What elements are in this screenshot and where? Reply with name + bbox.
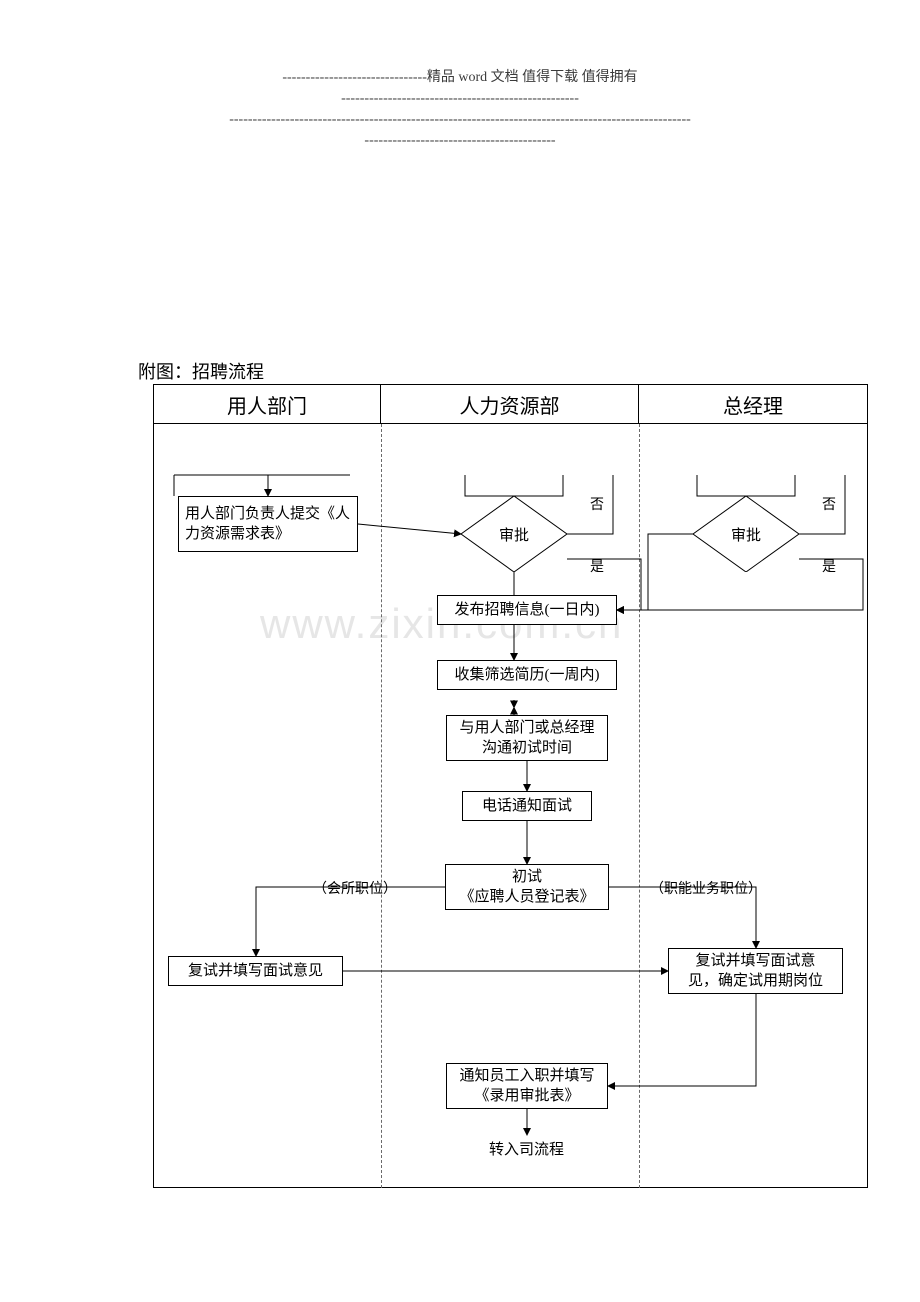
lane-divider-2 — [639, 424, 640, 1188]
label-no-1: 否 — [590, 494, 604, 514]
lane-header-dept: 用人部门 — [153, 384, 381, 424]
approve-gm-label: 审批 — [693, 524, 799, 545]
side-label-club: （会所职位） — [313, 878, 397, 898]
node-submit: 用人部门负责人提交《人力资源需求表》 — [178, 496, 358, 552]
lane-header-gm: 总经理 — [639, 384, 868, 424]
node-approve-hr: 审批 — [461, 496, 567, 572]
approve-hr-label: 审批 — [461, 524, 567, 545]
doc-header: -------------------------------精品 word 文… — [0, 67, 920, 151]
node-publish: 发布招聘信息(一日内) — [437, 595, 617, 625]
figure-caption: 附图：招聘流程 — [138, 358, 264, 384]
node-retest-dept: 复试并填写面试意见 — [168, 956, 343, 986]
side-label-func: （职能业务职位） — [650, 878, 762, 898]
node-retest-gm: 复试并填写面试意见，确定试用期岗位 — [668, 948, 843, 994]
node-collect: 收集筛选简历(一周内) — [437, 660, 617, 690]
label-yes-1: 是 — [590, 556, 604, 576]
node-first-interview: 初试《应聘人员登记表》 — [445, 864, 609, 910]
header-dashes-1: ------------------------------- — [282, 70, 427, 85]
lane-header-hr: 人力资源部 — [381, 384, 639, 424]
page: -------------------------------精品 word 文… — [0, 0, 920, 1302]
header-line-1: -------------------------------精品 word 文… — [0, 67, 920, 88]
node-notify-onboard: 通知员工入职并填写《录用审批表》 — [446, 1063, 608, 1109]
lane-divider-1 — [381, 424, 382, 1188]
node-discuss: 与用人部门或总经理沟通初试时间 — [446, 715, 608, 761]
node-approve-gm: 审批 — [693, 496, 799, 572]
header-line-4: ----------------------------------------… — [0, 130, 920, 151]
header-text: 精品 word 文档 值得下载 值得拥有 — [427, 70, 638, 85]
label-yes-2: 是 — [822, 556, 836, 576]
node-phone: 电话通知面试 — [462, 791, 592, 821]
header-line-3: ----------------------------------------… — [0, 109, 920, 130]
header-line-2: ----------------------------------------… — [0, 88, 920, 109]
node-transfer: 转入司流程 — [489, 1138, 564, 1159]
label-no-2: 否 — [822, 494, 836, 514]
